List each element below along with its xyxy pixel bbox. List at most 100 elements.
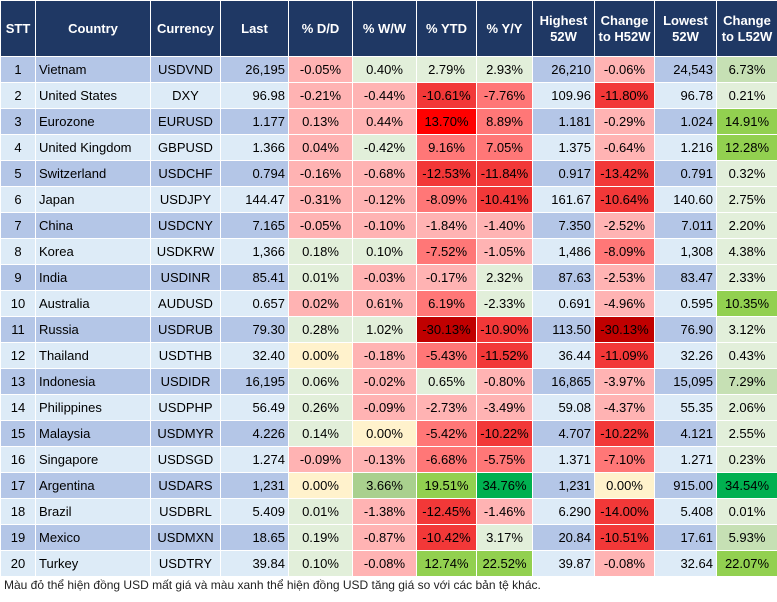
cell: 16,865 — [532, 368, 595, 395]
cell: 10.35% — [716, 290, 777, 317]
cell: 13 — [0, 368, 36, 395]
cell: -1.40% — [476, 212, 533, 239]
cell: 0.01% — [288, 264, 353, 291]
cell: 3.66% — [352, 472, 417, 499]
cell: AUDUSD — [150, 290, 221, 317]
cell: -0.64% — [594, 134, 655, 161]
cell: -0.03% — [352, 264, 417, 291]
cell: -8.09% — [416, 186, 477, 213]
cell: 39.87 — [532, 550, 595, 577]
cell: USDBRL — [150, 498, 221, 525]
cell: -1.05% — [476, 238, 533, 265]
cell: -6.68% — [416, 446, 477, 473]
cell: -10.42% — [416, 524, 477, 551]
cell: 79.30 — [220, 316, 289, 343]
column-header: % YTD — [416, 0, 477, 57]
cell: EURUSD — [150, 108, 221, 135]
column-header: % W/W — [352, 0, 417, 57]
cell: -10.22% — [594, 420, 655, 447]
cell: -14.00% — [594, 498, 655, 525]
cell: 32.26 — [654, 342, 717, 369]
cell: -3.49% — [476, 394, 533, 421]
cell: 0.791 — [654, 160, 717, 187]
cell: -0.80% — [476, 368, 533, 395]
table-row: 3 Eurozone EURUSD 1.177 0.13% 0.44% 13.70% 8.89… — [0, 108, 777, 135]
cell: 0.00% — [288, 472, 353, 499]
cell: -12.45% — [416, 498, 477, 525]
cell: 0.06% — [288, 368, 353, 395]
cell: -1.38% — [352, 498, 417, 525]
cell: 0.19% — [288, 524, 353, 551]
cell: 140.60 — [654, 186, 717, 213]
cell: 1.375 — [532, 134, 595, 161]
cell: 15 — [0, 420, 36, 447]
cell: 11 — [0, 316, 36, 343]
cell: -0.05% — [288, 56, 353, 83]
cell: -0.42% — [352, 134, 417, 161]
table-row: 1 Vietnam USDVND 26,195 -0.05% 0.40% 2.79% 2.93… — [0, 56, 777, 83]
cell: -0.17% — [416, 264, 477, 291]
cell: Indonesia — [35, 368, 151, 395]
cell: 14.91% — [716, 108, 777, 135]
cell: -11.09% — [594, 342, 655, 369]
cell: -0.44% — [352, 82, 417, 109]
cell: 3 — [0, 108, 36, 135]
cell: 0.01% — [288, 498, 353, 525]
cell: 6.19% — [416, 290, 477, 317]
cell: 5 — [0, 160, 36, 187]
cell: 26,195 — [220, 56, 289, 83]
table-row: 18 Brazil USDBRL 5.409 0.01% -1.38% -12.45% -1.… — [0, 498, 777, 525]
cell: -0.05% — [288, 212, 353, 239]
cell: Vietnam — [35, 56, 151, 83]
cell: 0.04% — [288, 134, 353, 161]
cell: -4.37% — [594, 394, 655, 421]
cell: -0.16% — [288, 160, 353, 187]
cell: -5.75% — [476, 446, 533, 473]
cell: United Kingdom — [35, 134, 151, 161]
column-header: Change to L52W — [716, 0, 777, 57]
cell: 7.29% — [716, 368, 777, 395]
cell: 19 — [0, 524, 36, 551]
table-row: 12 Thailand USDTHB 32.40 0.00% -0.18% -5.43% -1… — [0, 342, 777, 369]
cell: 59.08 — [532, 394, 595, 421]
cell: -0.06% — [594, 56, 655, 83]
cell: 18 — [0, 498, 36, 525]
cell: 0.28% — [288, 316, 353, 343]
table-row: 13 Indonesia USDIDR 16,195 0.06% -0.02% 0.65% -… — [0, 368, 777, 395]
cell: USDKRW — [150, 238, 221, 265]
cell: 1.181 — [532, 108, 595, 135]
table-row: 7 China USDCNY 7.165 -0.05% -0.10% -1.84% -1.40… — [0, 212, 777, 239]
cell: USDTHB — [150, 342, 221, 369]
cell: -12.53% — [416, 160, 477, 187]
cell: Thailand — [35, 342, 151, 369]
cell: -7.10% — [594, 446, 655, 473]
cell: 2.55% — [716, 420, 777, 447]
cell: 0.21% — [716, 82, 777, 109]
cell: -1.46% — [476, 498, 533, 525]
cell: 6.73% — [716, 56, 777, 83]
cell: -0.08% — [352, 550, 417, 577]
cell: 4.707 — [532, 420, 595, 447]
cell: United States — [35, 82, 151, 109]
cell: 915.00 — [654, 472, 717, 499]
cell: 26,210 — [532, 56, 595, 83]
cell: -4.96% — [594, 290, 655, 317]
table-row: 10 Australia AUDUSD 0.657 0.02% 0.61% 6.19% -2.… — [0, 290, 777, 317]
cell: 7.011 — [654, 212, 717, 239]
cell: 113.50 — [532, 316, 595, 343]
cell: 32.64 — [654, 550, 717, 577]
cell: -11.80% — [594, 82, 655, 109]
cell: -0.09% — [288, 446, 353, 473]
cell: 5.408 — [654, 498, 717, 525]
cell: 6 — [0, 186, 36, 213]
cell: 7 — [0, 212, 36, 239]
cell: 55.35 — [654, 394, 717, 421]
cell: 0.32% — [716, 160, 777, 187]
cell: 144.47 — [220, 186, 289, 213]
cell: 1.216 — [654, 134, 717, 161]
cell: -0.02% — [352, 368, 417, 395]
cell: 1.371 — [532, 446, 595, 473]
table-row: 9 India USDINR 85.41 0.01% -0.03% -0.17% 2.32% 8… — [0, 264, 777, 291]
cell: 10 — [0, 290, 36, 317]
cell: -0.68% — [352, 160, 417, 187]
